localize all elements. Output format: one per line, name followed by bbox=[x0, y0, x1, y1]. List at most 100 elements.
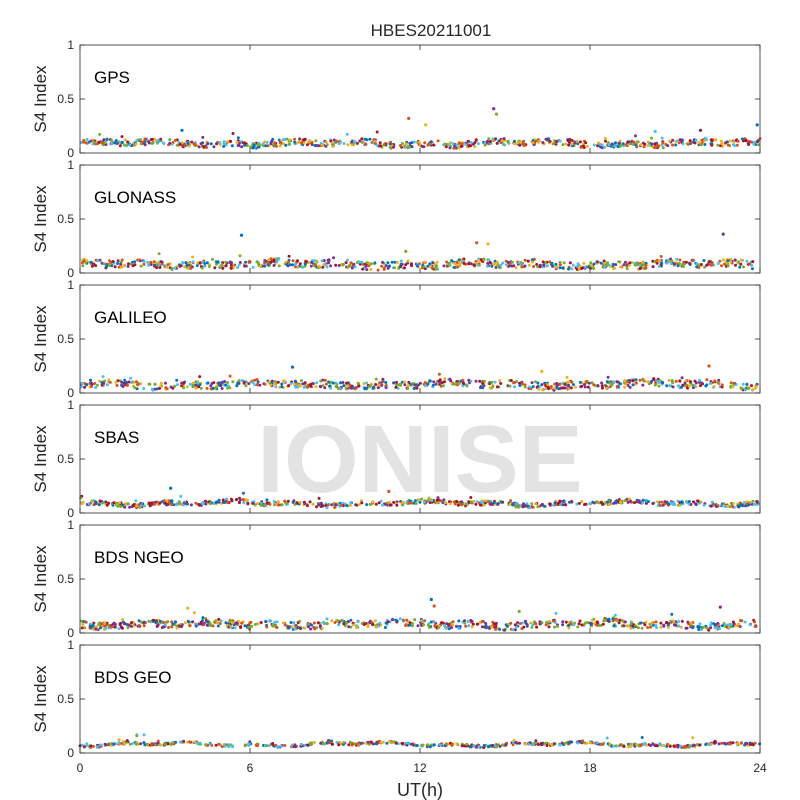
data-point bbox=[229, 266, 233, 270]
data-point bbox=[400, 142, 404, 145]
data-point bbox=[451, 620, 455, 624]
data-point bbox=[163, 743, 167, 747]
data-point bbox=[294, 262, 297, 266]
data-point bbox=[709, 504, 713, 508]
data-point bbox=[439, 743, 443, 747]
data-point bbox=[134, 142, 138, 146]
data-point bbox=[317, 264, 321, 268]
data-point bbox=[378, 621, 382, 625]
data-point bbox=[216, 624, 220, 628]
data-point bbox=[698, 378, 701, 382]
data-point bbox=[214, 619, 218, 623]
data-point bbox=[698, 380, 701, 384]
panel-plot-area bbox=[80, 45, 760, 153]
data-point bbox=[709, 623, 713, 627]
data-point bbox=[603, 265, 607, 269]
data-point bbox=[209, 742, 213, 746]
data-point bbox=[82, 745, 86, 749]
data-point bbox=[322, 263, 326, 267]
data-point bbox=[204, 743, 208, 747]
data-point bbox=[303, 262, 307, 266]
data-point bbox=[325, 265, 329, 269]
data-point bbox=[85, 742, 89, 746]
data-point bbox=[583, 385, 587, 389]
data-point bbox=[465, 383, 469, 387]
data-point bbox=[139, 382, 143, 386]
data-point bbox=[646, 380, 650, 384]
data-point bbox=[114, 380, 118, 384]
data-point bbox=[175, 383, 179, 387]
data-point bbox=[275, 144, 278, 148]
data-point bbox=[348, 503, 352, 507]
data-point bbox=[332, 256, 335, 260]
data-point bbox=[484, 624, 488, 628]
data-point bbox=[101, 375, 105, 379]
data-point bbox=[651, 742, 655, 746]
data-point bbox=[158, 501, 162, 505]
data-point bbox=[688, 139, 692, 143]
data-point bbox=[127, 380, 131, 384]
data-point bbox=[492, 107, 496, 111]
data-point bbox=[145, 742, 149, 746]
data-point bbox=[395, 503, 399, 507]
data-point bbox=[537, 743, 540, 746]
data-point bbox=[750, 384, 753, 388]
data-point bbox=[360, 260, 364, 264]
data-point bbox=[296, 259, 299, 263]
data-point bbox=[627, 497, 631, 501]
data-point bbox=[330, 141, 334, 145]
data-point bbox=[490, 264, 494, 268]
data-point bbox=[657, 384, 661, 388]
data-point bbox=[518, 381, 521, 385]
data-point bbox=[751, 742, 755, 746]
data-point bbox=[423, 381, 427, 384]
data-point bbox=[104, 500, 108, 504]
data-point bbox=[175, 626, 179, 630]
data-point bbox=[167, 626, 171, 629]
data-point bbox=[182, 386, 186, 390]
data-point bbox=[209, 384, 213, 388]
data-point bbox=[498, 627, 502, 631]
data-point bbox=[94, 264, 98, 268]
data-point bbox=[468, 745, 472, 749]
data-point bbox=[451, 382, 455, 386]
data-point bbox=[98, 132, 102, 136]
data-point bbox=[680, 138, 684, 142]
data-point bbox=[462, 262, 466, 265]
data-point bbox=[426, 623, 430, 627]
data-point bbox=[743, 620, 747, 624]
data-point bbox=[228, 261, 232, 265]
data-point bbox=[658, 503, 662, 507]
data-point bbox=[467, 624, 471, 628]
data-point bbox=[230, 625, 234, 629]
data-point bbox=[656, 500, 659, 504]
data-point bbox=[242, 501, 246, 505]
data-point bbox=[430, 499, 434, 503]
data-point bbox=[453, 382, 457, 386]
data-point bbox=[718, 259, 722, 263]
data-point bbox=[312, 621, 316, 625]
data-point bbox=[495, 141, 499, 145]
data-point bbox=[352, 262, 356, 266]
data-point bbox=[703, 265, 707, 269]
data-point bbox=[705, 383, 709, 387]
data-point bbox=[201, 135, 205, 139]
data-point bbox=[186, 142, 190, 145]
panel-name: GALILEO bbox=[94, 308, 167, 327]
data-point bbox=[668, 384, 672, 388]
data-point bbox=[329, 386, 333, 390]
data-point bbox=[141, 140, 145, 144]
data-point bbox=[506, 140, 510, 144]
data-point bbox=[342, 384, 346, 388]
data-point bbox=[696, 499, 700, 503]
data-point bbox=[677, 262, 681, 265]
data-point bbox=[412, 743, 416, 747]
data-point bbox=[474, 379, 478, 383]
data-point bbox=[408, 145, 411, 149]
data-point bbox=[166, 620, 170, 624]
data-point bbox=[274, 385, 278, 389]
data-point bbox=[659, 255, 663, 258]
data-point bbox=[175, 503, 179, 507]
data-point bbox=[680, 376, 684, 380]
data-point bbox=[509, 499, 513, 503]
